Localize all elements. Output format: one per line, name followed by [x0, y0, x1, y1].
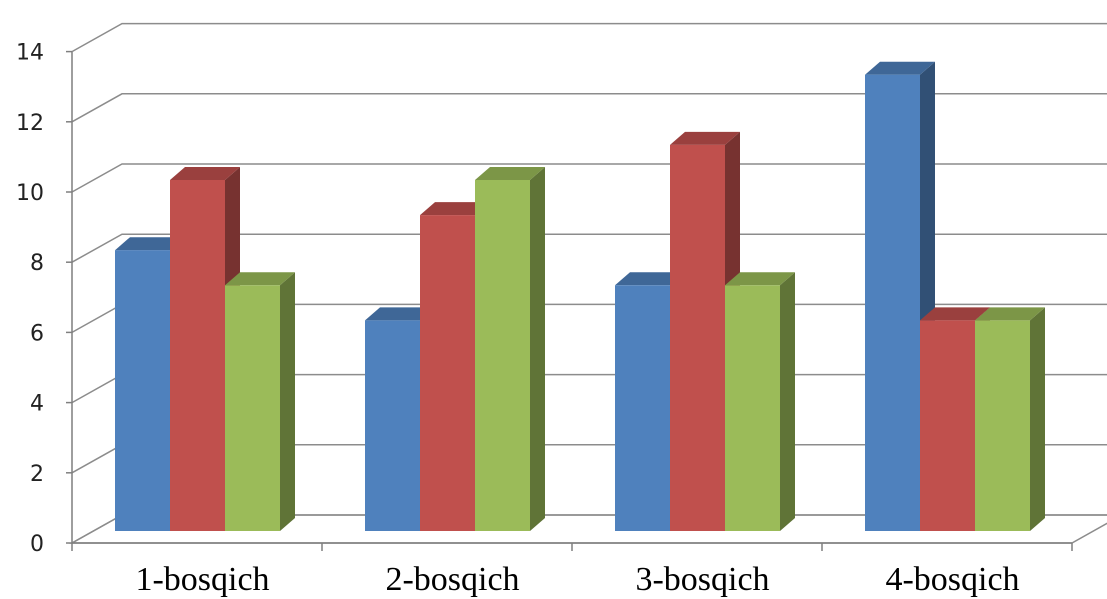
gridline	[71, 163, 1107, 193]
axes	[66, 50, 1073, 551]
bar	[475, 167, 545, 531]
bar	[920, 307, 990, 531]
y-tick-label: 2	[30, 462, 44, 487]
bar	[975, 307, 1045, 531]
bar	[725, 272, 795, 531]
bars	[115, 61, 1045, 531]
bar	[225, 272, 295, 531]
gridline	[71, 93, 1107, 123]
y-tick-label: 8	[30, 251, 44, 276]
x-tick-label: 2-bosqich	[385, 561, 519, 598]
y-tick-label: 0	[30, 532, 44, 557]
bar	[865, 61, 935, 531]
gridline	[71, 233, 1107, 263]
x-tick-label: 3-bosqich	[635, 561, 769, 598]
y-tick-label: 4	[30, 392, 44, 417]
y-tick-label: 14	[16, 41, 44, 66]
y-tick-label: 12	[16, 111, 44, 136]
y-tick-label: 6	[30, 321, 44, 346]
x-tick-label: 4-bosqich	[885, 561, 1019, 598]
gridline	[71, 22, 1107, 53]
y-tick-labels: 0 2 4 6 8 10 12 14	[16, 41, 44, 557]
gridlines	[71, 22, 1107, 544]
x-tick-label: 1-bosqich	[135, 561, 269, 598]
y-tick-label: 10	[16, 181, 44, 206]
x-tick-labels: 1-bosqich 2-bosqich 3-bosqich 4-bosqich	[135, 561, 1019, 598]
